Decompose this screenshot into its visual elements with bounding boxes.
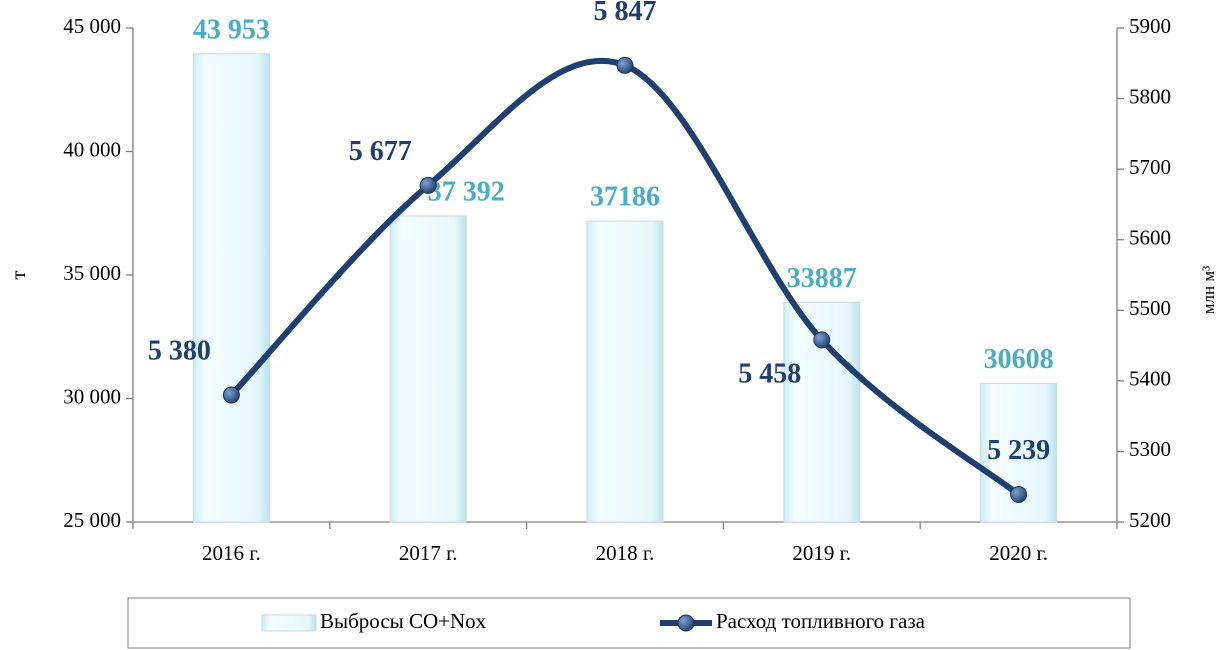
- y2-tick-label: 5300: [1129, 437, 1171, 461]
- y-tick-label: 30 000: [63, 384, 121, 408]
- bar-value-label: 37 392: [428, 176, 505, 207]
- y-tick-label: 45 000: [63, 14, 121, 38]
- y-axis-label: т: [6, 270, 30, 279]
- y2-axis-label: млн м³: [1199, 266, 1218, 314]
- x-tick-label: 2019 г.: [792, 541, 851, 565]
- line-point: [222, 386, 240, 404]
- bar-value-label: 33887: [787, 263, 857, 294]
- line-value-label: 5 458: [738, 358, 801, 389]
- y2-tick-label: 5700: [1129, 155, 1171, 179]
- line-point: [616, 56, 634, 74]
- bar: [389, 215, 467, 523]
- legend-swatch: [261, 614, 317, 632]
- legend-swatch: [677, 614, 695, 632]
- x-tick-label: 2020 г.: [989, 541, 1048, 565]
- line-value-label: 5 847: [594, 0, 657, 27]
- bar-value-label: 37186: [590, 181, 660, 212]
- bar-value-label: 30608: [984, 344, 1054, 375]
- y-tick-label: 35 000: [63, 261, 121, 285]
- bar: [586, 220, 664, 523]
- bar-value-label: 43 953: [193, 14, 270, 45]
- legend-label: Выбросы CO+Nox: [320, 609, 487, 633]
- x-tick-label: 2016 г.: [202, 541, 261, 565]
- y2-tick-label: 5900: [1129, 14, 1171, 38]
- line-point: [419, 176, 437, 194]
- legend-label: Расход топливного газа: [716, 609, 926, 633]
- line-value-label: 5 380: [148, 335, 211, 366]
- line-point: [813, 331, 831, 349]
- x-tick-label: 2018 г.: [596, 541, 655, 565]
- line-point: [1010, 485, 1028, 503]
- y2-tick-label: 5500: [1129, 296, 1171, 320]
- line-value-label: 5 677: [349, 136, 412, 167]
- y-tick-label: 40 000: [63, 137, 121, 161]
- y2-tick-label: 5200: [1129, 508, 1171, 532]
- y2-tick-label: 5600: [1129, 226, 1171, 250]
- y2-tick-label: 5800: [1129, 84, 1171, 108]
- y2-tick-label: 5400: [1129, 367, 1171, 391]
- y-tick-label: 25 000: [63, 508, 121, 532]
- bar: [192, 53, 270, 523]
- line-value-label: 5 239: [987, 435, 1050, 466]
- x-tick-label: 2017 г.: [399, 541, 458, 565]
